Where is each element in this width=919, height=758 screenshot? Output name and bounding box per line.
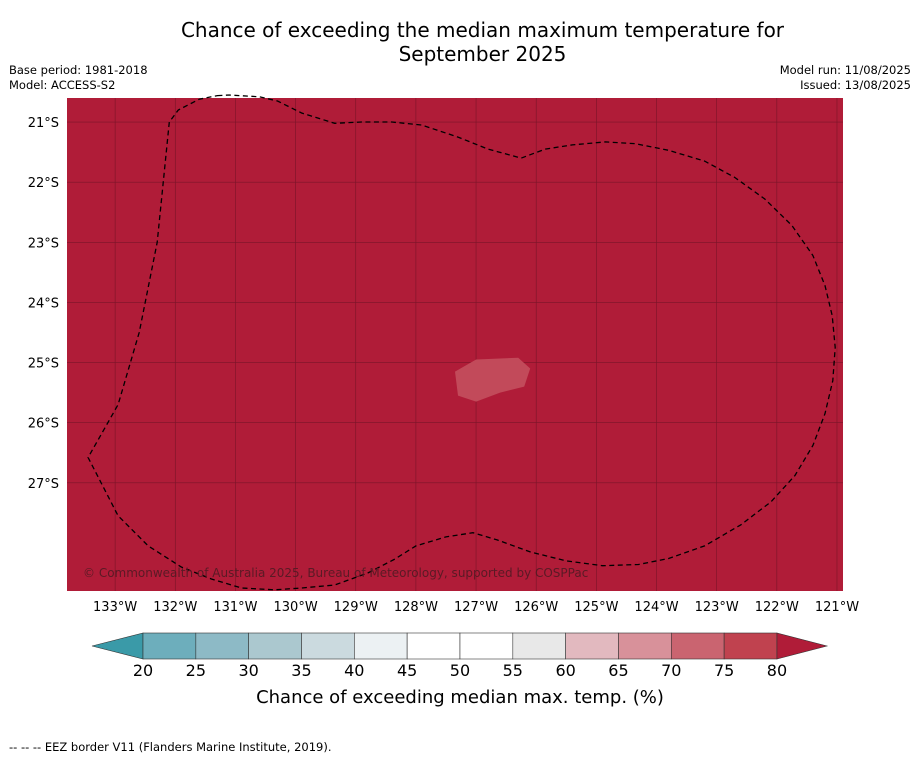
lat-tick-label: 22°S xyxy=(28,176,59,191)
lat-tick-label: 27°S xyxy=(28,477,59,492)
colorbar-under-arrow xyxy=(91,632,144,660)
colorbar-label: Chance of exceeding median max. temp. (%… xyxy=(256,687,664,708)
lat-tick-labels: 21°S 22°S 23°S 24°S 25°S 26°S 27°S xyxy=(28,116,59,492)
lon-tick-label: 122°W xyxy=(755,600,799,615)
lat-tick-label: 23°S xyxy=(28,236,59,251)
colorbar-tick-label: 60 xyxy=(555,661,575,680)
lon-tick-label: 125°W xyxy=(574,600,618,615)
lon-tick-label: 124°W xyxy=(634,600,678,615)
lon-tick-label: 131°W xyxy=(213,600,257,615)
colorbar-tick-label: 35 xyxy=(291,661,311,680)
colorbar-box xyxy=(406,632,461,660)
map-grid xyxy=(67,98,843,591)
colorbar-box xyxy=(565,632,619,660)
map: © Commonwealth of Australia 2025, Bureau… xyxy=(28,94,859,615)
title-line-2: September 2025 xyxy=(398,42,567,66)
colorbar-tick-labels: 20 25 30 35 40 45 50 55 60 65 70 75 80 xyxy=(133,661,787,680)
issued-label: Issued: 13/08/2025 xyxy=(800,78,911,92)
chart-title: Chance of exceeding the median maximum t… xyxy=(0,18,919,66)
colorbar-box xyxy=(142,632,197,660)
copyright-text: © Commonwealth of Australia 2025, Bureau… xyxy=(83,566,588,580)
lat-tick-label: 26°S xyxy=(28,417,59,432)
colorbar-box xyxy=(512,632,566,660)
lon-tick-label: 133°W xyxy=(93,600,137,615)
colorbar-box xyxy=(459,632,514,660)
colorbar-tick-label: 65 xyxy=(608,661,628,680)
colorbar-tick-label: 30 xyxy=(238,661,258,680)
colorbar-tick-label: 50 xyxy=(450,661,470,680)
meta-right: Model run: 11/08/2025 Issued: 13/08/2025 xyxy=(780,63,911,93)
lon-tick-label: 130°W xyxy=(274,600,318,615)
colorbar-tick-label: 45 xyxy=(397,661,417,680)
colorbar-boxes xyxy=(91,632,829,660)
meta-left: Base period: 1981-2018 Model: ACCESS-S2 xyxy=(9,63,148,93)
colorbar-box xyxy=(248,632,302,660)
lon-tick-labels: 133°W 132°W 131°W 130°W 129°W 128°W 127°W 126°W… xyxy=(93,600,859,615)
colorbar-tick-label: 20 xyxy=(133,661,153,680)
lon-tick-label: 123°W xyxy=(695,600,739,615)
colorbar-tick-label: 40 xyxy=(344,661,364,680)
colorbar-tick-label: 55 xyxy=(503,661,523,680)
lon-tick-label: 128°W xyxy=(394,600,438,615)
map-background xyxy=(67,98,843,591)
base-period-label: Base period: 1981-2018 xyxy=(9,63,148,77)
colorbar-tick-label: 70 xyxy=(661,661,681,680)
lon-tick-label: 127°W xyxy=(454,600,498,615)
colorbar: 20 25 30 35 40 45 50 55 60 65 70 75 80 Chance of exc… xyxy=(91,632,829,708)
colorbar-tick-label: 80 xyxy=(767,661,787,680)
model-run-label: Model run: 11/08/2025 xyxy=(779,63,911,77)
eez-footnote: -- -- -- EEZ border V11 (Flanders Marine… xyxy=(9,740,332,754)
lon-tick-label: 129°W xyxy=(334,600,378,615)
lat-tick-label: 25°S xyxy=(28,357,59,372)
colorbar-box xyxy=(618,632,672,660)
colorbar-box xyxy=(670,632,725,660)
model-label: Model: ACCESS-S2 xyxy=(9,78,116,92)
lat-tick-label: 24°S xyxy=(28,296,59,311)
colorbar-tick-label: 75 xyxy=(714,661,734,680)
lon-tick-label: 132°W xyxy=(153,600,197,615)
colorbar-tick-label: 25 xyxy=(186,661,206,680)
lon-tick-label: 126°W xyxy=(514,600,558,615)
probability-patch-70-75 xyxy=(455,357,531,402)
colorbar-box xyxy=(195,632,249,660)
colorbar-over-arrow xyxy=(776,632,829,660)
colorbar-box xyxy=(301,632,355,660)
lat-tick-label: 21°S xyxy=(28,116,59,131)
title-line-1: Chance of exceeding the median maximum t… xyxy=(180,18,785,42)
colorbar-box xyxy=(354,632,408,660)
lon-tick-label: 121°W xyxy=(815,600,859,615)
colorbar-box xyxy=(723,632,778,660)
